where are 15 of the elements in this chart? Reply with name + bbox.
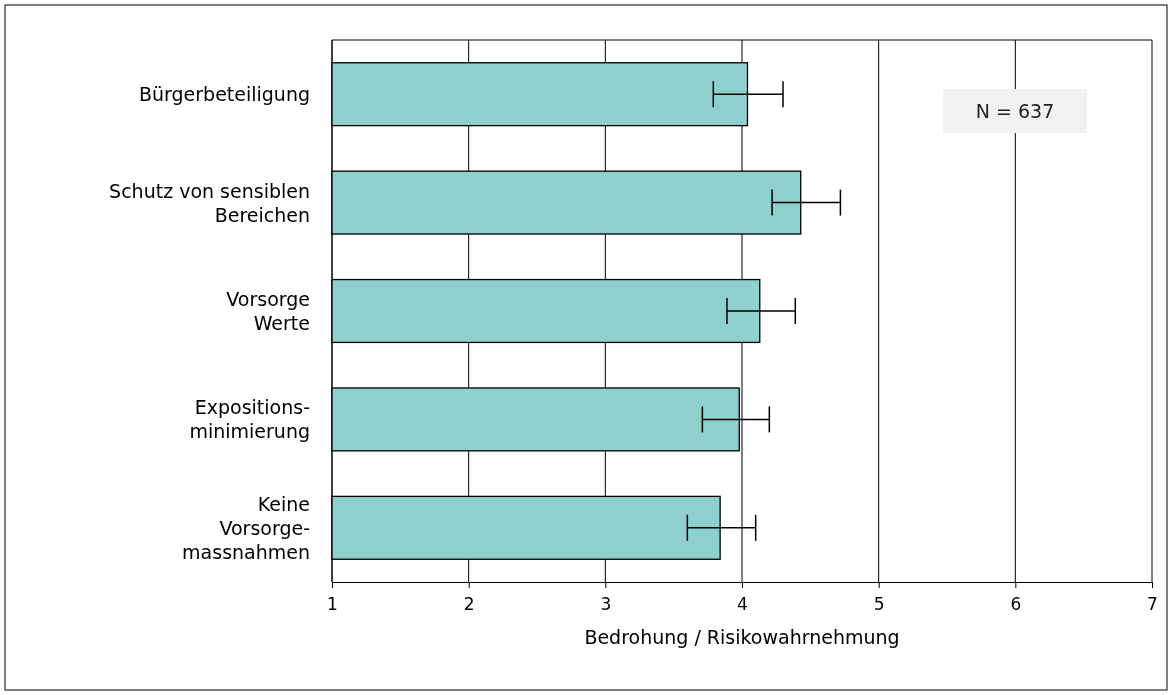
x-tick-label: 4 — [737, 593, 748, 614]
y-tick-label: Expositions- minimierung — [189, 396, 310, 443]
x-axis-title: Bedrohung / Risikowahrnehmung — [584, 626, 900, 648]
x-tick-label: 3 — [600, 593, 612, 614]
x-tick-label: 5 — [873, 593, 885, 614]
x-tick-label: 6 — [1010, 593, 1022, 614]
x-tick-label: 1 — [327, 593, 338, 614]
note-box: N = 637 — [943, 89, 1087, 133]
y-tick-label: Bürgerbeteiligung — [138, 83, 310, 106]
annotation: N = 637 — [975, 100, 1055, 122]
x-tick-label: 2 — [463, 593, 475, 614]
y-tick-label: Vorsorge Werte — [226, 288, 310, 334]
x-tick-label: 7 — [1147, 593, 1158, 614]
y-tick-label: Schutz von sensiblen Bereichen — [109, 179, 310, 226]
y-tick-label: Keine Vorsorge- massnahmen — [182, 492, 310, 563]
